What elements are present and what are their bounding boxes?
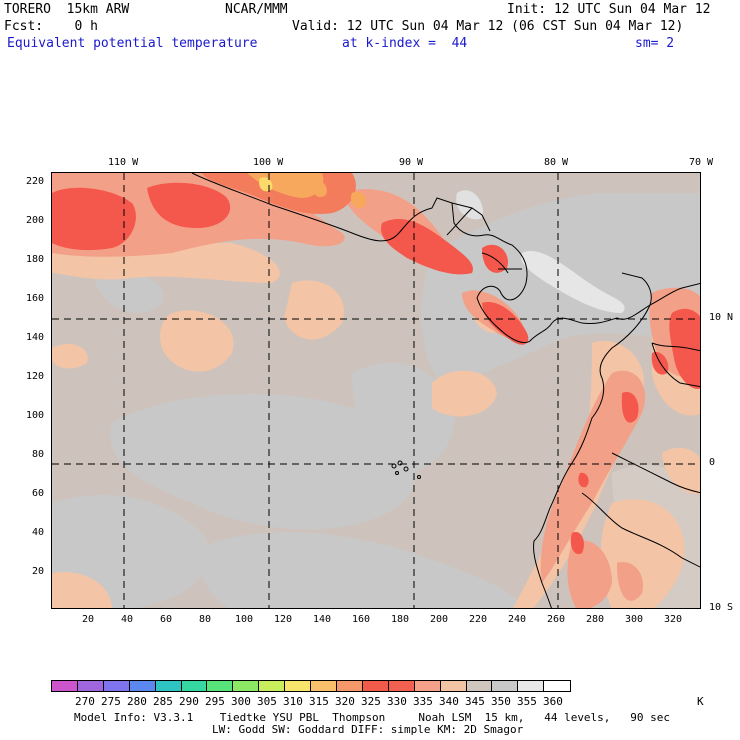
- legend-swatch-3: [129, 681, 156, 691]
- legend-swatch-5: [181, 681, 208, 691]
- valid-time: Valid: 12 UTC Sun 04 Mar 12 (06 CST Sun …: [292, 19, 684, 34]
- y-tick-100: 100: [26, 410, 45, 421]
- init-time: Init: 12 UTC Sun 04 Mar 12: [507, 2, 711, 17]
- legend-swatch-15: [440, 681, 467, 691]
- model-info-line1: Model Info: V3.3.1 Tiedtke YSU PBL Thomp…: [74, 711, 671, 724]
- y-tick-120: 120: [26, 371, 45, 382]
- y-tick-40: 40: [32, 527, 45, 538]
- legend-swatch-8: [259, 681, 286, 691]
- legend-label-360: 360: [543, 695, 563, 708]
- lat-label-10n: 10 N: [709, 312, 734, 323]
- x-tick-160: 160: [352, 614, 371, 625]
- legend-swatch-11: [336, 681, 363, 691]
- legend-label-335: 335: [413, 695, 433, 708]
- legend-label-295: 295: [205, 695, 225, 708]
- legend-label-285: 285: [153, 695, 173, 708]
- legend-label-305: 305: [257, 695, 277, 708]
- x-tick-20: 20: [82, 614, 95, 625]
- y-tick-80: 80: [32, 449, 45, 460]
- legend-swatch-0: [52, 681, 78, 691]
- lon-label-100w: 100 W: [253, 157, 284, 168]
- x-tick-40: 40: [121, 614, 134, 625]
- legend-label-270: 270: [75, 695, 95, 708]
- legend-swatch-7: [233, 681, 260, 691]
- y-tick-180: 180: [26, 254, 45, 265]
- warm-hotspots: [202, 173, 367, 214]
- model-title: TORERO 15km ARW: [4, 2, 130, 17]
- legend-swatch-10: [311, 681, 337, 691]
- legend-label-350: 350: [491, 695, 511, 708]
- legend-label-325: 325: [361, 695, 381, 708]
- x-tick-260: 260: [547, 614, 566, 625]
- legend-swatch-1: [77, 681, 104, 691]
- red-field-regions: [52, 182, 700, 555]
- x-tick-220: 220: [469, 614, 488, 625]
- smoothing-label: sm= 2: [635, 36, 675, 51]
- color-legend-bar: [51, 680, 571, 692]
- legend-swatch-19: [544, 681, 571, 691]
- light-gray-patch: [456, 190, 483, 220]
- x-tick-100: 100: [235, 614, 254, 625]
- x-tick-240: 240: [508, 614, 527, 625]
- legend-swatch-4: [155, 681, 182, 691]
- legend-label-340: 340: [439, 695, 459, 708]
- legend-label-320: 320: [335, 695, 355, 708]
- model-info-line2: LW: Godd SW: Goddard DIFF: simple KM: 2D…: [212, 723, 524, 736]
- lon-label-80w: 80 W: [544, 157, 569, 168]
- galapagos-islands: [391, 460, 421, 479]
- organization-label: NCAR/MMM: [225, 2, 288, 17]
- x-tick-140: 140: [313, 614, 332, 625]
- color-legend-unit: K: [697, 695, 704, 708]
- y-tick-220: 220: [26, 176, 45, 187]
- legend-swatch-2: [103, 681, 130, 691]
- legend-swatch-13: [388, 681, 415, 691]
- y-tick-60: 60: [32, 488, 45, 499]
- legend-label-310: 310: [283, 695, 303, 708]
- x-tick-300: 300: [625, 614, 644, 625]
- legend-label-280: 280: [127, 695, 147, 708]
- legend-swatch-6: [207, 681, 234, 691]
- legend-swatch-16: [466, 681, 493, 691]
- legend-label-275: 275: [101, 695, 121, 708]
- legend-swatch-14: [414, 681, 441, 691]
- legend-label-300: 300: [231, 695, 251, 708]
- legend-swatch-17: [492, 681, 519, 691]
- lon-label-90w: 90 W: [399, 157, 424, 168]
- legend-label-345: 345: [465, 695, 485, 708]
- legend-label-330: 330: [387, 695, 407, 708]
- level-label: at k-index = 44: [342, 36, 468, 51]
- lat-lon-grid: [52, 173, 700, 608]
- legend-swatch-9: [285, 681, 312, 691]
- equivalent-potential-temperature-map: [52, 173, 700, 608]
- field-name: Equivalent potential temperature: [7, 36, 258, 51]
- y-tick-20: 20: [32, 566, 45, 577]
- legend-swatch-18: [518, 681, 545, 691]
- x-tick-280: 280: [586, 614, 605, 625]
- coastlines: [191, 173, 700, 608]
- x-tick-200: 200: [430, 614, 449, 625]
- lon-label-70w: 70 W: [689, 157, 714, 168]
- y-tick-160: 160: [26, 293, 45, 304]
- x-tick-80: 80: [199, 614, 212, 625]
- legend-label-290: 290: [179, 695, 199, 708]
- light-gray-streak: [521, 251, 625, 313]
- lat-label-10s: 10 S: [709, 602, 734, 613]
- lat-label-0: 0: [709, 457, 716, 468]
- map-panel: [51, 172, 701, 609]
- x-tick-120: 120: [274, 614, 293, 625]
- y-tick-140: 140: [26, 332, 45, 343]
- legend-label-355: 355: [517, 695, 537, 708]
- legend-label-315: 315: [309, 695, 329, 708]
- x-tick-320: 320: [664, 614, 683, 625]
- x-tick-60: 60: [160, 614, 173, 625]
- lon-label-110w: 110 W: [108, 157, 139, 168]
- legend-swatch-12: [362, 681, 389, 691]
- x-tick-180: 180: [391, 614, 410, 625]
- forecast-hour: Fcst: 0 h: [4, 19, 98, 34]
- y-tick-200: 200: [26, 215, 45, 226]
